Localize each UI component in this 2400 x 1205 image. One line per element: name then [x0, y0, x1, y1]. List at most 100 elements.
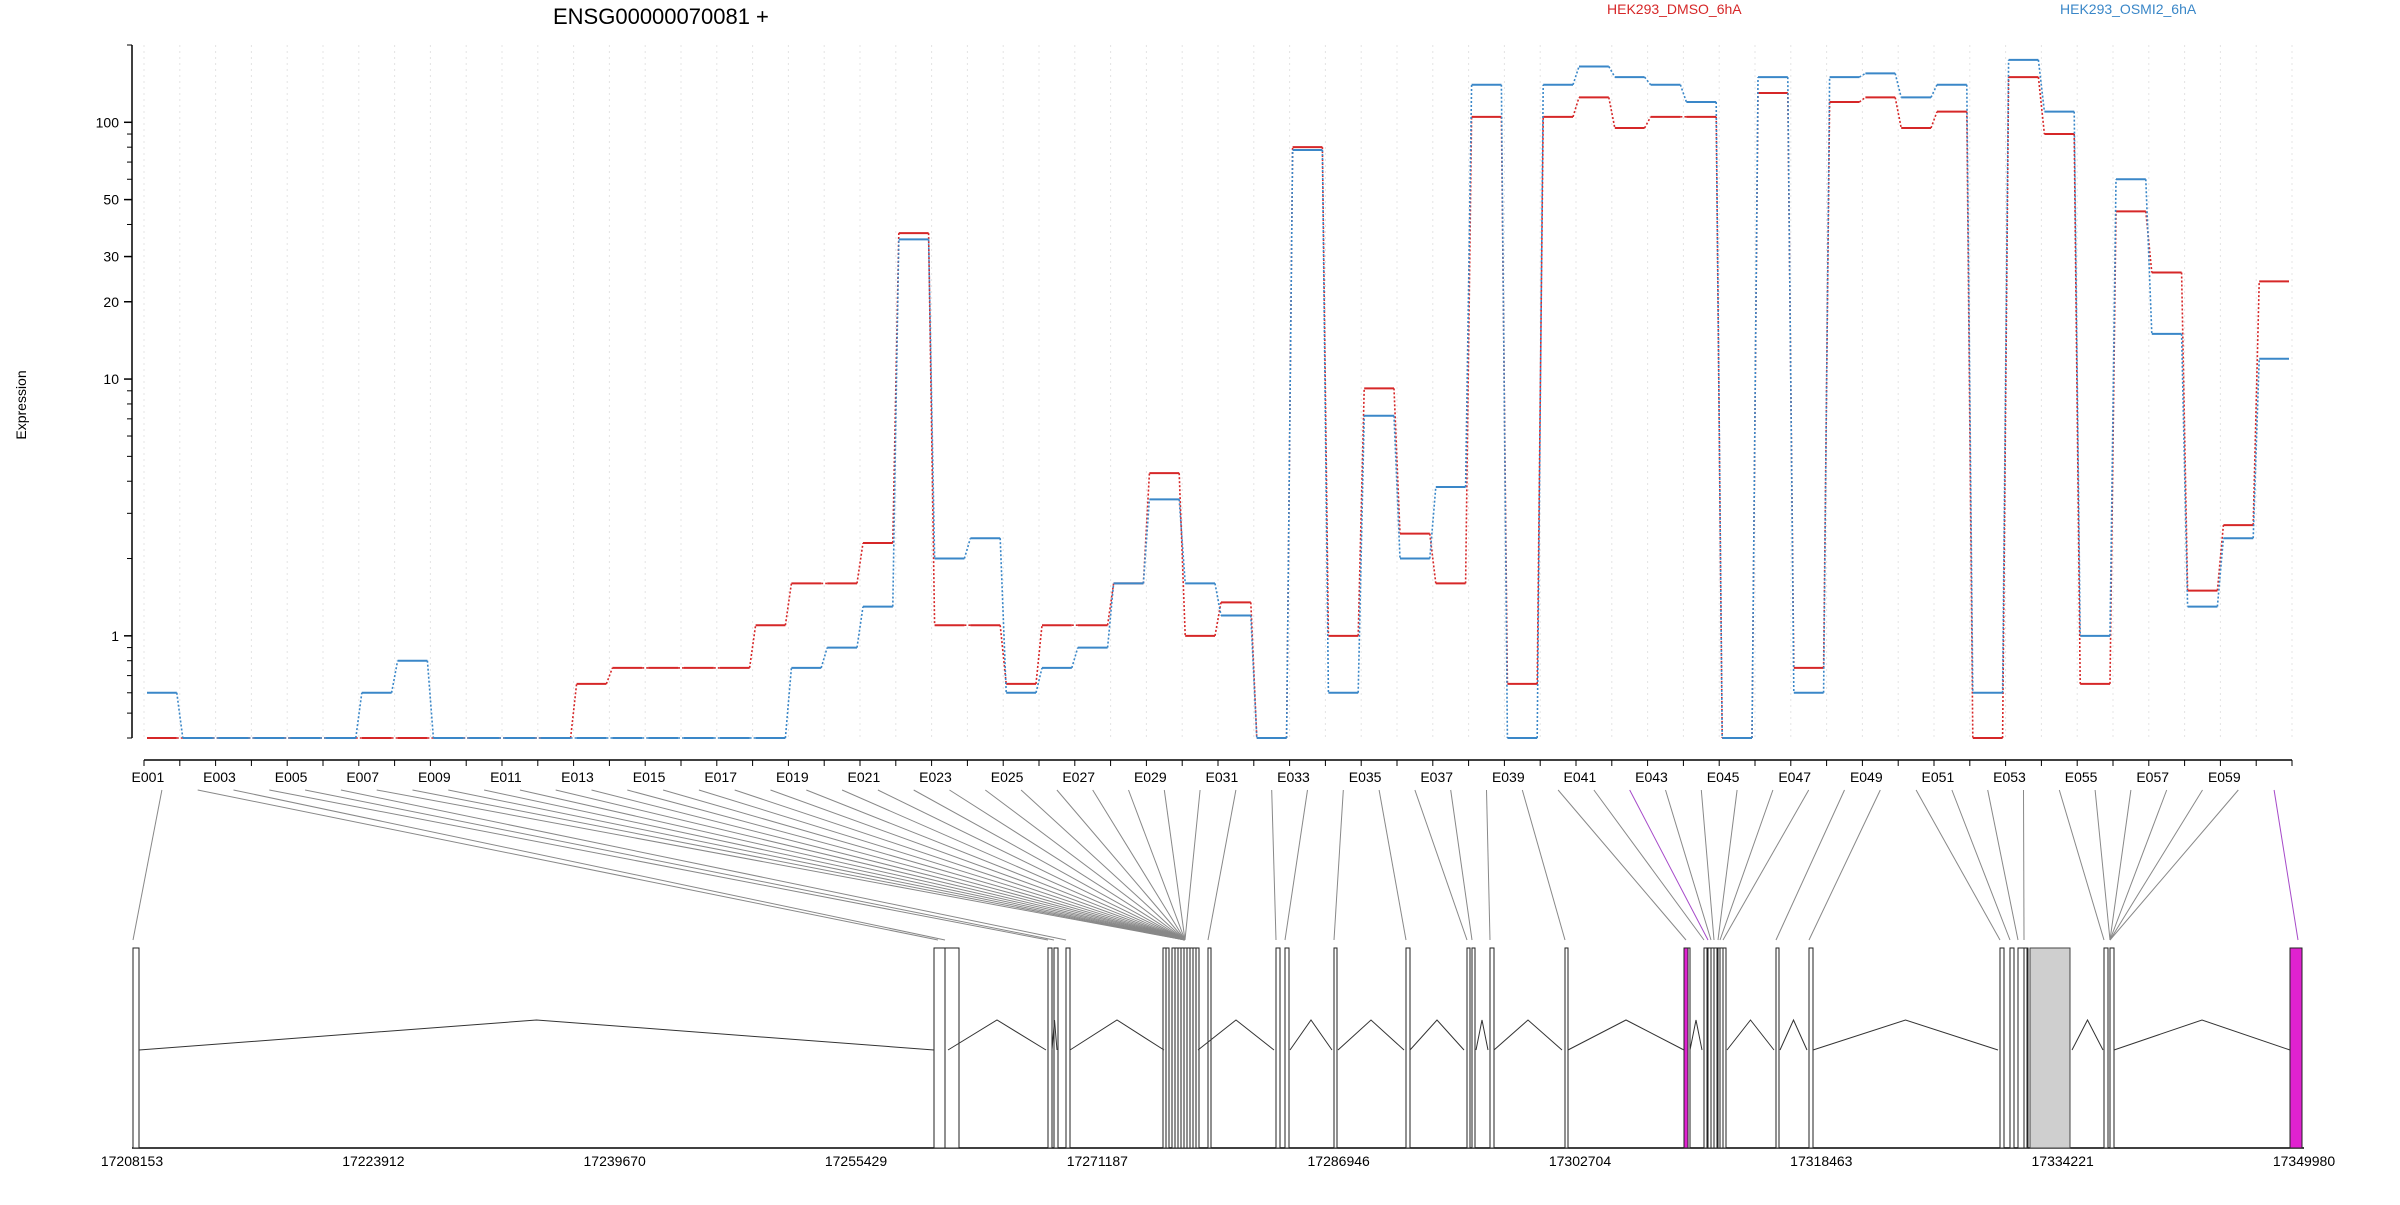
- connector-line: [483, 789, 1186, 941]
- connector-line: [1719, 789, 1774, 941]
- x-tick-label: E015: [633, 769, 666, 785]
- connector-line: [2023, 789, 2025, 941]
- series-transition: [856, 606, 864, 648]
- connector-line: [376, 789, 1186, 941]
- highlight-exon: [2289, 947, 2303, 1149]
- series-transition: [1250, 615, 1258, 739]
- series-transition: [1071, 647, 1079, 669]
- genomic-tick-label: 17286946: [1308, 1153, 1371, 1169]
- gene-region: [2029, 947, 2071, 1149]
- connector-line: [448, 789, 1186, 941]
- series-transition: [426, 660, 435, 739]
- exon-box: [1405, 947, 1411, 1149]
- exon-box: [1165, 947, 1170, 1149]
- series-transition: [963, 537, 972, 559]
- y-tick-label: 1: [111, 628, 119, 644]
- exon-box: [1703, 947, 1708, 1149]
- series-transition: [1142, 499, 1151, 584]
- series-transition: [2252, 358, 2260, 539]
- series-layer: [147, 58, 2289, 739]
- genomic-tick-label: 17334221: [2032, 1153, 2095, 1169]
- exon-box: [132, 947, 140, 1149]
- series-transition: [1787, 77, 1795, 693]
- connector-line: [2109, 789, 2132, 941]
- x-tick-label: E001: [132, 769, 165, 785]
- connector-line: [1557, 789, 1687, 941]
- connector-line: [132, 789, 163, 941]
- connector-line: [984, 789, 1186, 941]
- connector-line: [1629, 789, 1709, 941]
- series-transition: [1822, 77, 1831, 693]
- connector-line: [1987, 789, 2019, 941]
- series-transition: [2037, 59, 2046, 112]
- connector-line: [305, 789, 1055, 941]
- series-transition: [605, 667, 614, 685]
- y-tick-label: 50: [103, 192, 119, 208]
- connector-line: [1333, 789, 1344, 941]
- series-transition: [1321, 149, 1330, 693]
- y-tick-label: 10: [103, 371, 119, 387]
- exon-box: [2009, 947, 2015, 1149]
- legend-entry-osmi2: HEK293_OSMI2_6hA: [2060, 1, 2197, 17]
- x-tick-label: E049: [1850, 769, 1883, 785]
- intron-line: [947, 1019, 1047, 1051]
- connector-line: [1207, 789, 1237, 941]
- series-transition: [2001, 59, 2010, 693]
- intron-line: [1289, 1019, 1333, 1051]
- connector-line: [519, 789, 1186, 941]
- chart-title: ENSG00000070081 +: [553, 4, 769, 29]
- exon-connector-lines: [132, 789, 2299, 941]
- exon-box: [1284, 947, 1290, 1149]
- exon-box: [1999, 947, 2005, 1149]
- connector-line: [2094, 789, 2111, 941]
- series-transition: [1858, 72, 1866, 78]
- series-dmso: [147, 76, 2289, 739]
- exon-box: [1564, 947, 1569, 1149]
- connector-line: [233, 789, 946, 941]
- exon-box: [1053, 947, 1059, 1149]
- series-transition: [1930, 111, 1938, 129]
- x-tick-label: E045: [1707, 769, 1740, 785]
- intron-line: [1409, 1019, 1465, 1051]
- series-osmi2: [147, 58, 2289, 739]
- legend-entry-dmso: HEK293_DMSO_6hA: [1607, 1, 1742, 17]
- intron-line: [1779, 1018, 1808, 1051]
- x-tick-label: E017: [704, 769, 737, 785]
- intron-line: [2071, 1018, 2104, 1051]
- x-tick-label: E003: [203, 769, 236, 785]
- x-tick-label: E043: [1635, 769, 1668, 785]
- series-transition: [748, 625, 757, 669]
- series-transition: [784, 667, 793, 739]
- connector-line: [1486, 789, 1491, 941]
- series-transition: [2216, 524, 2225, 591]
- x-tick-label: E031: [1206, 769, 1239, 785]
- exon-box: [1207, 947, 1212, 1149]
- series-transition: [1643, 76, 1652, 86]
- exon-box: [2109, 947, 2115, 1149]
- series-transition: [1106, 583, 1115, 626]
- genomic-tick-label: 17349980: [2273, 1153, 2336, 1169]
- connector-line: [662, 789, 1186, 941]
- series-transition: [1035, 625, 1043, 684]
- y-tick-label: 20: [103, 294, 119, 310]
- x-tick-label: E009: [418, 769, 451, 785]
- connector-line: [2109, 789, 2168, 941]
- connector-line: [913, 789, 1186, 941]
- series-transition: [1536, 84, 1544, 739]
- series-transition: [2073, 111, 2081, 636]
- genomic-tick-label: 17271187: [1067, 1153, 1128, 1169]
- series-transition: [2180, 272, 2189, 591]
- series-transition: [2109, 179, 2117, 636]
- chart-axes: 1 10 20 30 50 100 E001 E003 E005 E007 E009 E011 E013…: [96, 44, 2293, 785]
- connector-line: [1808, 789, 1881, 941]
- connector-line: [1184, 789, 1201, 941]
- connector-line: [1450, 789, 1473, 941]
- connector-line: [1092, 789, 1186, 941]
- series-transition: [1106, 583, 1115, 648]
- x-tick-label: E051: [1922, 769, 1955, 785]
- series-transition: [1608, 97, 1616, 129]
- x-tick-label: E053: [1993, 769, 2026, 785]
- y-tick-label: 100: [96, 114, 120, 130]
- connector-line: [1951, 789, 2011, 941]
- x-tick-label: E023: [919, 769, 952, 785]
